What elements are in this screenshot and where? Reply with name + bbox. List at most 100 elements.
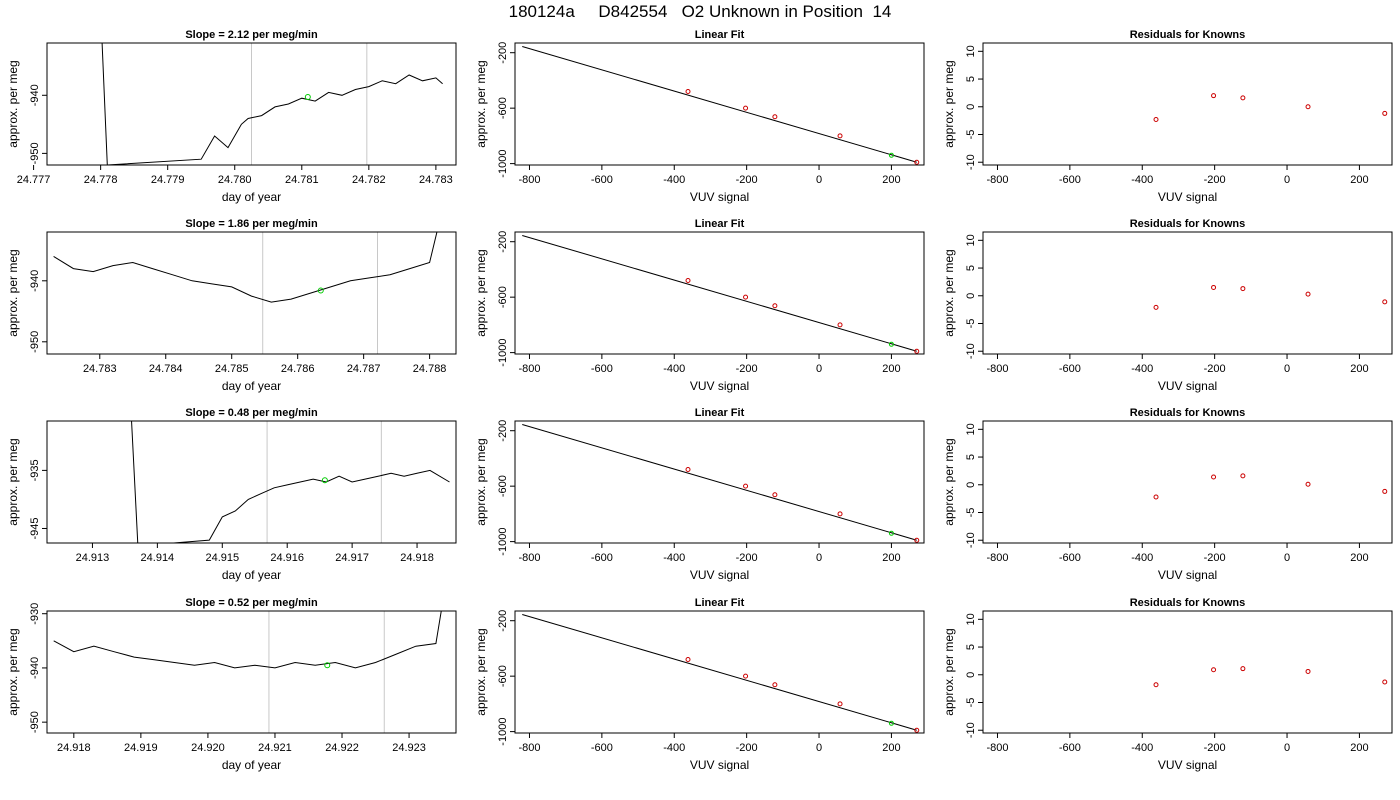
known-point [772,492,778,498]
y-axis-label: approx. per meg [474,60,488,147]
x-tick-label: -600 [591,363,613,375]
y-tick-label: -5 [965,508,977,518]
y-tick-label: 5 [965,76,977,82]
plot-area [101,43,443,165]
plot-frame [982,610,1393,734]
y-axis-label: approx. per meg [6,249,20,336]
y-tick-label: -945 [29,517,41,539]
x-axis-label: VUV signal [690,190,749,204]
figure-title: 180124a D842554 O2 Unknown in Position 1… [508,2,892,21]
x-tick-label: 24.779 [151,174,185,186]
residual-point [1211,284,1217,290]
x-tick-label: 0 [816,174,822,186]
y-tick-label: -10 [965,154,977,170]
panel-2-2: Linear Fit -800 -600 -400 -200 0 200 -1000 -600 -… [474,218,925,393]
x-tick-label: 24.921 [258,742,292,754]
x-tick-label: 24.918 [57,742,91,754]
panel-title: Linear Fit [695,218,745,230]
x-tick-label: -200 [736,174,758,186]
series-line [53,611,442,669]
known-point [743,483,749,489]
plot-frame [982,42,1393,166]
plot-area [131,421,450,543]
x-tick-label: -600 [1059,174,1081,186]
y-tick-label: 0 [965,672,977,678]
plot-area [522,45,920,165]
y-tick-label: 5 [965,454,977,460]
known-point [685,657,691,663]
y-tick-label: -200 [497,610,509,632]
y-tick-label: -930 [29,603,41,625]
y-tick-label: -200 [497,42,509,64]
y-axis-label: approx. per meg [942,60,956,147]
panel-title: Slope = 0.52 per meg/min [185,597,318,609]
residual-point [1382,299,1388,305]
x-axis-label: VUV signal [1158,568,1217,582]
y-tick-label: -940 [29,84,41,106]
known-point [772,303,778,309]
y-tick-label: -5 [965,130,977,140]
y-tick-label: -1000 [497,150,509,178]
residual-point [1382,488,1388,494]
unknown-point [888,720,894,726]
x-tick-label: -400 [1131,552,1153,564]
plot-frame [514,610,925,734]
y-tick-label: -200 [497,420,509,442]
x-tick-label: 0 [1284,363,1290,375]
x-tick-label: 200 [882,552,900,564]
y-tick-label: 5 [965,265,977,271]
plot-area [53,232,438,354]
residual-point [1240,95,1246,101]
x-tick-label: -600 [1059,742,1081,754]
x-tick-label: 24.781 [285,174,319,186]
x-tick-label: -200 [1204,742,1226,754]
panel-3-2: Linear Fit -800 -600 -400 -200 0 200 -1000 -600 -… [474,407,925,582]
plot-frame [982,231,1393,355]
panel-2-3: Residuals for Knowns -800 -600 -400 -200 0 200… [942,218,1393,393]
x-tick-label: -400 [1131,363,1153,375]
y-tick-label: -600 [497,97,509,119]
x-tick-label: 24.777 [17,174,51,186]
x-tick-label: -400 [1131,742,1153,754]
x-axis-label: VUV signal [690,568,749,582]
plot-area [1153,666,1388,688]
y-tick-label: -950 [29,711,41,733]
mean-point [324,662,331,669]
y-tick-label: -1000 [497,528,509,556]
x-tick-label: 200 [882,174,900,186]
x-tick-label: -400 [1131,174,1153,186]
residual-point [1211,474,1217,480]
x-tick-label: -800 [986,742,1008,754]
unknown-point [888,530,894,536]
y-tick-label: -600 [497,475,509,497]
x-tick-label: 24.923 [392,742,426,754]
x-tick-label: 200 [1350,552,1368,564]
x-tick-label: -600 [591,174,613,186]
series-line [131,421,450,543]
plot-frame [982,420,1393,544]
known-point [837,511,843,517]
residual-point [1153,304,1159,310]
panel-3-3: Residuals for Knowns -800 -600 -400 -200 0 200… [942,407,1393,582]
y-tick-label: -940 [29,657,41,679]
x-axis-label: VUV signal [1158,379,1217,393]
unknown-point [888,341,894,347]
x-tick-label: -800 [518,363,540,375]
x-tick-label: 200 [1350,174,1368,186]
x-tick-label: 24.782 [352,174,386,186]
plot-area [522,234,920,354]
x-tick-label: -800 [518,552,540,564]
panel-4-2: Linear Fit -800 -600 -400 -200 0 200 -1000 -600 -… [474,597,925,772]
y-tick-label: -10 [965,343,977,359]
x-tick-label: 24.919 [124,742,158,754]
x-tick-label: -400 [663,742,685,754]
known-point [914,348,920,354]
panel-title: Residuals for Knowns [1130,218,1246,230]
x-tick-label: -200 [736,552,758,564]
x-tick-label: 0 [816,742,822,754]
residual-point [1240,473,1246,479]
y-tick-label: -10 [965,532,977,548]
residual-point [1305,291,1311,297]
x-tick-label: 200 [882,742,900,754]
residual-point [1211,93,1217,99]
